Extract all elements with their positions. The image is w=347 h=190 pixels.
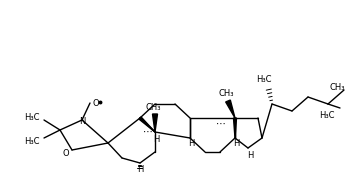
Text: H: H [153, 135, 159, 143]
Text: H: H [188, 139, 194, 149]
Polygon shape [234, 118, 237, 138]
Text: H: H [247, 150, 253, 159]
Text: O: O [93, 98, 99, 108]
Text: H₃C: H₃C [24, 136, 40, 146]
Text: ⋯: ⋯ [143, 127, 153, 137]
Text: H₃C: H₃C [320, 112, 335, 120]
Text: CH₃: CH₃ [218, 89, 234, 98]
Polygon shape [139, 117, 155, 132]
Text: CH₃: CH₃ [330, 82, 345, 92]
Text: H: H [137, 165, 143, 174]
Text: O: O [63, 150, 69, 158]
Text: N: N [79, 116, 85, 126]
Text: CH₃: CH₃ [145, 102, 161, 112]
Text: ⋯: ⋯ [216, 119, 226, 129]
Polygon shape [226, 100, 235, 118]
Text: H₃C: H₃C [256, 74, 272, 83]
Text: H: H [233, 139, 239, 149]
Text: H₃C: H₃C [24, 112, 40, 121]
Polygon shape [152, 114, 158, 132]
